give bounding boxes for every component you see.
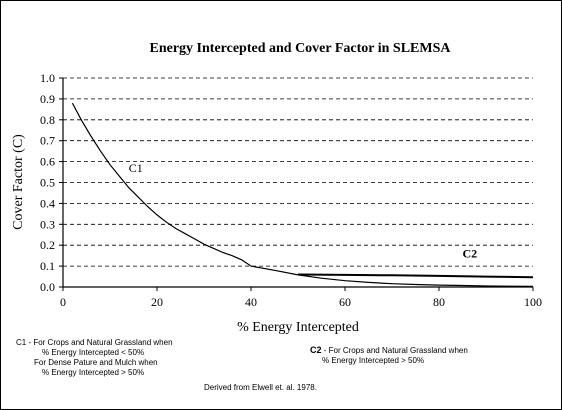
series-lines — [71, 102, 534, 287]
c1-note-line-1: C1 - For Crops and Natural Grassland whe… — [16, 338, 173, 347]
y-tick-label-0: 0.0 — [40, 280, 55, 294]
series-line-c1 — [71, 102, 534, 287]
x-tick-label-1: 20 — [151, 295, 163, 309]
series-labels: C1 C2 — [129, 161, 477, 261]
y-tick-label-3: 0.3 — [40, 217, 55, 231]
c2-note-bold: C2 — [310, 345, 322, 355]
gridlines — [63, 77, 533, 267]
series-label-c2: C2 — [463, 247, 478, 261]
x-tick-label-5: 100 — [524, 295, 542, 309]
y-tick-label-9: 0.9 — [40, 92, 55, 106]
series-line-c2 — [297, 273, 534, 279]
source-note: Derived from Elwell et. al. 1978. — [204, 383, 317, 392]
tick-labels: 0.0 0.1 0.2 0.3 0.4 0.5 0.6 0.7 0.8 0.9 1.0 0 20 40 60… — [40, 71, 542, 309]
c1-note: C1 - For Crops and Natural Grassland whe… — [16, 338, 173, 378]
c2-note-line-2: % Energy Intercepted > 50% — [322, 356, 425, 365]
c1-note-line-4: % Energy Intercepted > 50% — [42, 368, 145, 377]
y-tick-label-2: 0.2 — [40, 238, 55, 252]
chart-title: Energy Intercepted and Cover Factor in S… — [150, 41, 452, 56]
series-label-c1: C1 — [129, 161, 143, 175]
c1-note-line-2: % Energy Intercepted < 50% — [42, 348, 145, 357]
x-tick-label-2: 40 — [245, 295, 257, 309]
x-tick-label-0: 0 — [60, 295, 66, 309]
y-tick-label-7: 0.7 — [40, 134, 55, 148]
x-axis-label: % Energy Intercepted — [237, 320, 359, 335]
y-tick-label-4: 0.4 — [40, 196, 55, 210]
axes — [59, 77, 534, 291]
y-axis-label: Cover Factor (C) — [11, 134, 26, 230]
y-tick-label-5: 0.5 — [40, 176, 55, 190]
x-tick-label-3: 60 — [339, 295, 351, 309]
c2-note-text: - For Crops and Natural Grassland when — [321, 346, 468, 355]
c1-note-line-3: For Dense Pature and Mulch when — [34, 358, 158, 367]
c2-note: C2 - For Crops and Natural Grassland whe… — [310, 345, 468, 366]
c2-note-line-1: C2 - For Crops and Natural Grassland whe… — [310, 345, 468, 356]
y-tick-label-1: 0.1 — [40, 259, 55, 273]
y-tick-label-10: 1.0 — [40, 71, 55, 85]
x-tick-label-4: 80 — [433, 295, 445, 309]
y-tick-label-6: 0.6 — [40, 155, 55, 169]
y-tick-label-8: 0.8 — [40, 113, 55, 127]
